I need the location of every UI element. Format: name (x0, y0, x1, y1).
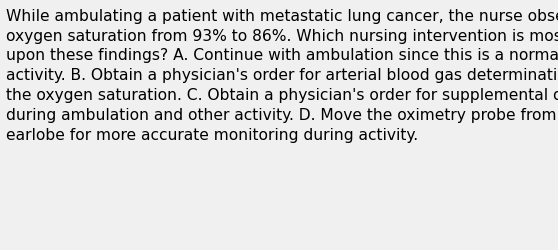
Text: While ambulating a patient with metastatic lung cancer, the nurse observes a dro: While ambulating a patient with metastat… (6, 9, 558, 142)
